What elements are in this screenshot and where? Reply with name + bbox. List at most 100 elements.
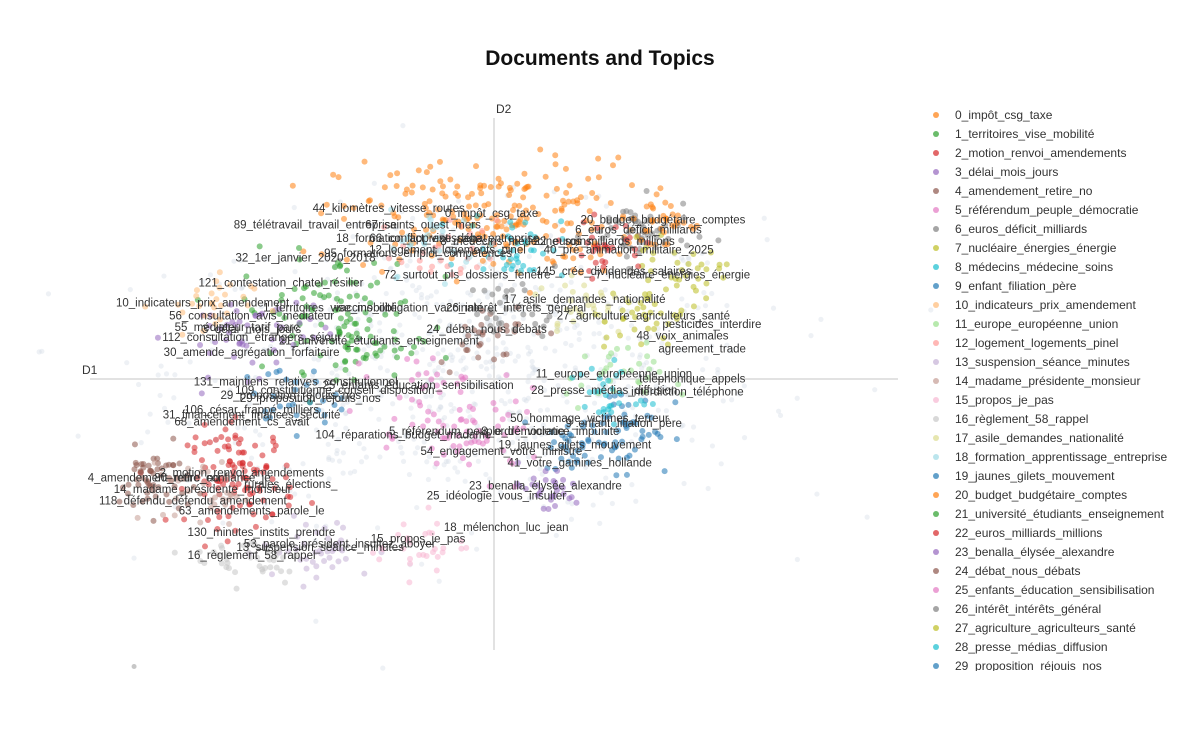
document-point [408, 405, 414, 411]
legend-item[interactable]: 4_amendement_retire_no [925, 181, 1195, 200]
document-point [608, 224, 615, 231]
document-point [296, 256, 303, 263]
document-point [520, 425, 527, 432]
document-point [672, 275, 679, 282]
document-point [315, 407, 322, 414]
document-point [379, 268, 386, 275]
topic-label: 10_indicateurs_prix_amendement [116, 297, 290, 309]
legend-item[interactable]: 15_propos_je_pas [925, 390, 1195, 409]
document-point [155, 484, 162, 491]
document-point [675, 381, 682, 388]
legend-item[interactable]: 21_université_étudiants_enseignement [925, 504, 1195, 523]
document-point [166, 498, 173, 505]
legend-item[interactable]: 23_benalla_élysée_alexandre [925, 542, 1195, 561]
document-point [248, 455, 255, 461]
legend-item[interactable]: 14_madame_présidente_monsieur [925, 371, 1195, 390]
legend-label: 2_motion_renvoi_amendements [955, 145, 1127, 160]
document-point [221, 291, 228, 298]
legend-item[interactable]: 25_enfants_éducation_sensibilisation [925, 580, 1195, 599]
document-point [230, 473, 237, 480]
legend-item[interactable]: 13_suspension_séance_minutes [925, 352, 1195, 371]
document-point [476, 298, 482, 304]
document-point [662, 222, 669, 229]
document-point [273, 359, 280, 366]
document-point [526, 253, 532, 260]
document-point [437, 178, 444, 185]
document-point [500, 340, 506, 346]
legend-item[interactable]: 27_agriculture_agriculteurs_santé [925, 618, 1195, 637]
document-point [244, 348, 250, 355]
document-point [391, 341, 397, 348]
legend-item[interactable]: 26_intérêt_intérêts_général [925, 599, 1195, 618]
document-point [603, 475, 609, 481]
legend-item[interactable]: 20_budget_budgétaire_comptes [925, 485, 1195, 504]
topic-label: 53_parole_président_insultez_aboyer [244, 539, 436, 551]
legend-item[interactable]: 10_indicateurs_prix_amendement [925, 295, 1195, 314]
document-point [662, 199, 669, 206]
document-point [201, 543, 208, 550]
document-point [463, 440, 470, 447]
document-point [198, 390, 205, 397]
legend-item[interactable]: 19_jaunes_gilets_mouvement [925, 466, 1195, 485]
legend-item[interactable]: 29_proposition_réjouis_nos [925, 656, 1195, 671]
document-point [286, 466, 292, 473]
legend-item[interactable]: 12_logement_logements_pinel [925, 333, 1195, 352]
document-point [680, 422, 686, 428]
document-point [529, 363, 535, 369]
document-point [272, 442, 279, 449]
document-point [270, 447, 277, 454]
document-point [247, 491, 254, 498]
legend-item[interactable]: 0_impôt_csg_taxe [925, 105, 1195, 124]
document-point [261, 408, 268, 415]
document-point [154, 334, 161, 341]
topic-label: 95_formations_emploi_compétences [324, 248, 512, 260]
legend-item[interactable]: 2_motion_renvoi_amendements [925, 143, 1195, 162]
document-point [275, 547, 282, 554]
document-point [238, 285, 244, 291]
legend-marker-icon [933, 187, 939, 194]
legend-item[interactable]: 5_référendum_peuple_démocratie [925, 200, 1195, 219]
document-point [650, 250, 657, 257]
document-point [286, 484, 293, 491]
document-point [235, 425, 241, 431]
document-point [690, 250, 697, 257]
legend-item[interactable]: 7_nucléaire_énergies_énergie [925, 238, 1195, 257]
legend-item[interactable]: 11_europe_européenne_union [925, 314, 1195, 333]
legend-item[interactable]: 6_euros_déficit_milliards [925, 219, 1195, 238]
document-point [564, 325, 570, 332]
document-point [685, 261, 692, 268]
topic-label: 109_constitutionne_conseil_disposition [235, 385, 434, 397]
document-point [447, 298, 454, 304]
legend-item[interactable]: 3_délai_mois_jours [925, 162, 1195, 181]
legend-item[interactable]: 16_règlement_58_rappel [925, 409, 1195, 428]
document-point [433, 289, 440, 295]
document-point [569, 288, 576, 295]
document-point [649, 204, 656, 211]
document-point [436, 158, 443, 165]
document-point [388, 206, 395, 213]
document-point [229, 504, 236, 511]
document-point [198, 468, 205, 475]
document-point [158, 363, 164, 369]
legend-item[interactable]: 9_enfant_filiation_père [925, 276, 1195, 295]
document-point [416, 314, 422, 321]
document-point [172, 372, 178, 378]
document-point [218, 458, 225, 465]
legend-item[interactable]: 1_territoires_vise_mobilité [925, 124, 1195, 143]
document-point [594, 224, 601, 231]
topic-label: 55_médiateur_tarif_parc [175, 322, 300, 334]
document-point [568, 272, 575, 279]
legend-item[interactable]: 8_médecins_médecine_soins [925, 257, 1195, 276]
document-point [679, 347, 685, 353]
legend-item[interactable]: 24_débat_nous_débats [925, 561, 1195, 580]
legend-item[interactable]: 22_euros_milliards_millions [925, 523, 1195, 542]
legend-item[interactable]: 18_formation_apprentissage_entreprise [925, 447, 1195, 466]
legend-item[interactable]: 28_presse_médias_diffusion [925, 637, 1195, 656]
document-point [482, 448, 488, 454]
document-point [555, 382, 561, 389]
document-point [478, 321, 485, 328]
document-point [269, 476, 276, 483]
document-point [337, 315, 344, 322]
document-point [361, 570, 368, 577]
legend-item[interactable]: 17_asile_demandes_nationalité [925, 428, 1195, 447]
